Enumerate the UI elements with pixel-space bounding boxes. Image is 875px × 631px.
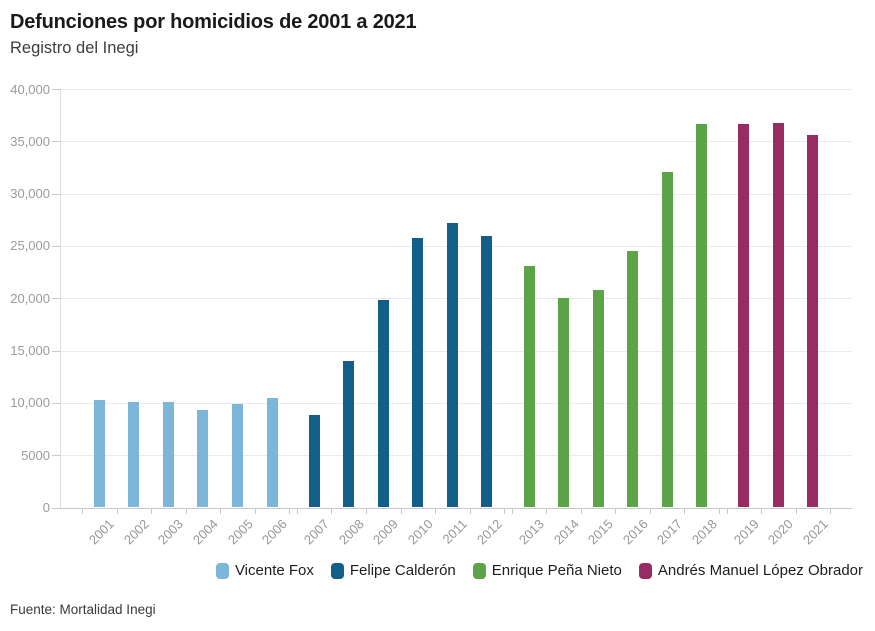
bar-2019[interactable] [738, 123, 750, 508]
bar-2020[interactable] [772, 122, 784, 508]
bar-2003[interactable] [162, 401, 174, 508]
y-axis-label-15000: 15,000 [10, 343, 50, 359]
bar-2002[interactable] [128, 401, 140, 508]
bar-2010[interactable] [412, 238, 424, 508]
y-axis-tick-35000 [52, 141, 60, 143]
legend-swatch-icon [215, 563, 229, 579]
x-axis-tick [761, 508, 763, 514]
legend-swatch-icon [638, 563, 652, 579]
legend-swatch-icon [472, 563, 486, 579]
bar-2018[interactable] [696, 123, 708, 508]
bar-2016[interactable] [627, 250, 639, 508]
x-axis-tick [365, 508, 367, 514]
source-note: Fuente: Mortalidad Inegi [10, 602, 156, 617]
legend-label: Felipe Calderón [349, 562, 456, 579]
x-axis-tick [719, 508, 721, 514]
y-axis-tick-15000 [52, 350, 60, 352]
x-axis-tick [289, 508, 291, 514]
x-axis-tick [546, 508, 548, 514]
legend-item-4: Andrés Manuel López Obrador [638, 562, 863, 580]
y-axis-tick-25000 [52, 245, 60, 247]
x-axis-tick [649, 508, 651, 514]
x-axis-tick [726, 508, 728, 514]
legend-label: Andrés Manuel López Obrador [657, 562, 863, 579]
bar-2009[interactable] [377, 300, 389, 508]
x-axis-tick [151, 508, 153, 514]
legend-item-3: Enrique Peña Nieto [472, 562, 622, 580]
y-axis-label-35000: 35,000 [10, 133, 50, 149]
legend-item-2: Felipe Calderón [330, 562, 456, 580]
x-axis-tick [116, 508, 118, 514]
gridline-0 [60, 507, 852, 509]
bar-2008[interactable] [343, 360, 355, 508]
x-axis-tick [830, 508, 832, 514]
chart-subtitle: Registro del Inegi [10, 39, 139, 57]
x-axis-tick [580, 508, 582, 514]
x-axis-tick [615, 508, 617, 514]
y-axis-tick-40000 [52, 89, 60, 90]
bar-2021[interactable] [807, 134, 819, 508]
x-axis-tick [795, 508, 797, 514]
y-axis-label-0: 0 [42, 500, 50, 515]
x-axis-tick [220, 508, 222, 514]
legend-item-1: Vicente Fox [215, 562, 314, 580]
legend-label: Enrique Peña Nieto [491, 562, 622, 579]
bar-2013[interactable] [523, 266, 535, 508]
x-axis-tick [296, 508, 298, 514]
x-axis-tick [331, 508, 333, 514]
bar-2011[interactable] [446, 222, 458, 508]
y-axis-label-20000: 20,000 [10, 290, 50, 306]
y-axis-tick-5000 [52, 455, 60, 457]
y-axis-label-25000: 25,000 [10, 238, 50, 254]
bar-2012[interactable] [481, 235, 493, 508]
y-axis-tick-0 [52, 507, 60, 509]
bar-2004[interactable] [197, 409, 209, 508]
y-axis-label-30000: 30,000 [10, 186, 50, 202]
bar-2014[interactable] [558, 298, 570, 508]
y-axis-tick-20000 [52, 298, 60, 300]
x-axis-tick [254, 508, 256, 514]
x-axis-tick [504, 508, 506, 514]
y-axis-tick-10000 [52, 402, 60, 404]
y-axis-label-5000: 5000 [21, 447, 50, 463]
bar-2017[interactable] [661, 171, 673, 508]
legend-label: Vicente Fox [234, 562, 314, 579]
bar-2001[interactable] [93, 399, 105, 508]
legend-swatch-icon [330, 563, 344, 579]
bar-2005[interactable] [232, 403, 243, 508]
y-axis-label-10000: 10,000 [10, 395, 50, 411]
gridline-30000 [60, 193, 852, 195]
legend: Vicente Fox Felipe Calderón Enrique Peña N… [215, 562, 863, 580]
x-axis-tick [511, 508, 513, 514]
gridline-40000 [60, 89, 852, 90]
x-axis-tick [469, 508, 471, 514]
x-axis-tick [684, 508, 686, 514]
y-axis-label-40000: 40,000 [10, 81, 50, 97]
gridline-35000 [60, 141, 852, 143]
bar-2006[interactable] [266, 398, 278, 508]
bar-2007[interactable] [308, 414, 320, 508]
y-axis-line [59, 89, 61, 508]
x-axis-tick [435, 508, 437, 514]
chart-title: Defunciones por homicidios de 2001 a 202… [10, 11, 417, 33]
bar-2015[interactable] [592, 290, 604, 508]
x-axis-tick [185, 508, 187, 514]
x-axis-tick [82, 508, 83, 514]
x-axis-tick [400, 508, 402, 514]
y-axis-tick-30000 [52, 193, 60, 195]
